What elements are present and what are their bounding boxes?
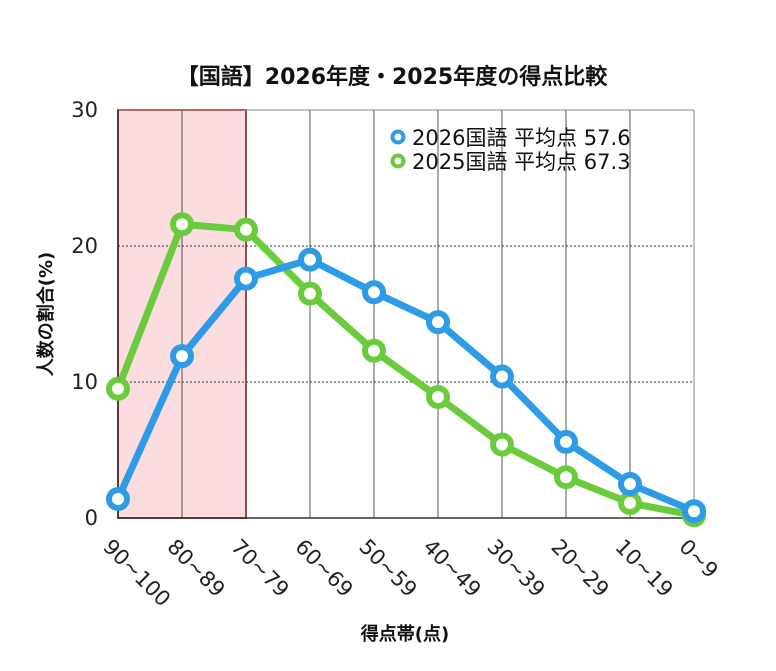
x-tick-label: 50~59 — [354, 535, 421, 602]
x-tick-label: 90~100 — [98, 535, 175, 612]
data-point — [490, 432, 514, 457]
x-tick-label: 60~69 — [290, 535, 357, 602]
data-point — [362, 338, 386, 363]
x-tick-label: 0~9 — [674, 535, 722, 583]
plot-area: 010203090~10080~8970~7960~6950~5940~4930… — [71, 98, 723, 611]
data-point — [106, 486, 130, 511]
data-point — [106, 376, 130, 401]
series-line — [114, 256, 698, 515]
legend-marker — [390, 129, 406, 145]
x-tick-label: 20~29 — [546, 535, 613, 602]
y-tick-label: 20 — [71, 234, 98, 258]
x-tick-label: 70~79 — [226, 535, 293, 602]
legend-marker — [390, 153, 406, 169]
chart-title: 【国語】2026年度・2025年度の得点比較 — [177, 64, 608, 90]
x-axis-label: 得点帯(点) — [360, 623, 449, 645]
data-point — [234, 217, 258, 242]
x-tick-label: 30~39 — [482, 535, 549, 602]
legend-label: 2026国語 平均点 57.6 — [412, 126, 631, 150]
y-tick-label: 30 — [71, 98, 98, 122]
data-point — [170, 344, 194, 369]
data-point — [426, 384, 450, 409]
data-point — [298, 247, 322, 272]
data-point — [554, 429, 578, 454]
data-point — [490, 364, 514, 389]
data-point — [554, 465, 578, 490]
series-line — [114, 220, 698, 519]
x-tick-label: 40~49 — [418, 535, 485, 602]
data-point — [618, 472, 642, 496]
data-point — [618, 491, 642, 516]
series-group — [106, 247, 706, 524]
legend-label: 2025国語 平均点 67.3 — [412, 150, 631, 174]
data-point — [170, 212, 194, 237]
data-point — [362, 280, 386, 305]
data-point — [234, 266, 258, 291]
x-tick-label: 10~19 — [610, 535, 677, 602]
data-point — [426, 310, 450, 335]
y-tick-label: 0 — [85, 506, 98, 530]
data-point — [298, 281, 322, 306]
y-axis-label: 人数の割合(%) — [35, 252, 57, 377]
data-point — [682, 499, 706, 524]
y-tick-label: 10 — [71, 370, 98, 394]
